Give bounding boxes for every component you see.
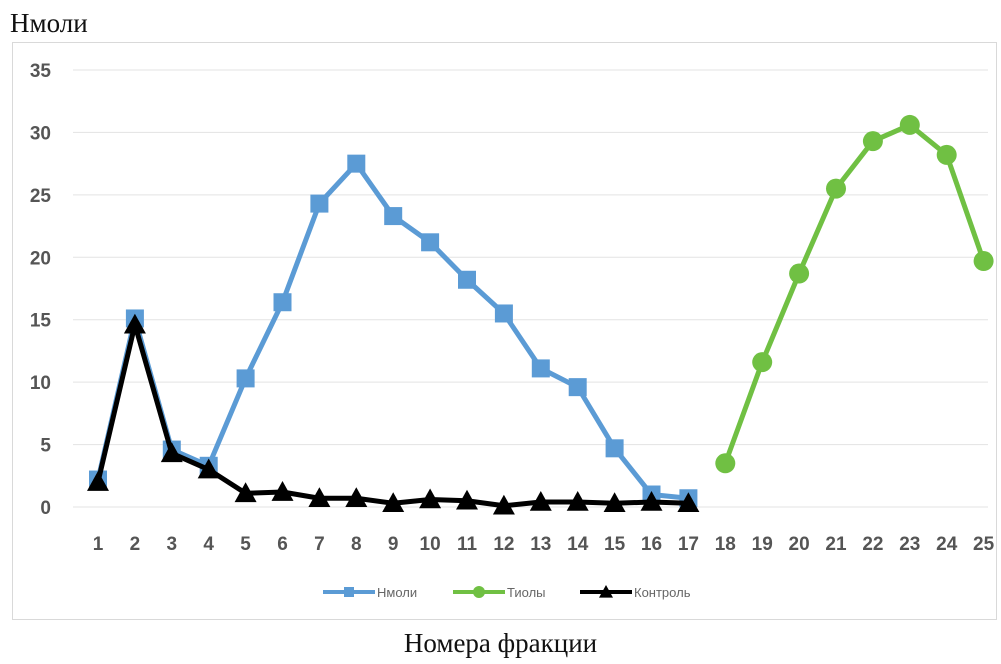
legend-label: Контроль: [634, 585, 691, 600]
data-point: [382, 492, 405, 513]
data-point: [568, 378, 587, 397]
x-tick-label: 7: [314, 534, 325, 555]
x-tick-label: 13: [530, 534, 551, 555]
series-2: [87, 313, 700, 515]
legend-swatch-marker: [344, 587, 354, 597]
x-tick-label: 9: [388, 534, 399, 555]
data-point: [197, 458, 220, 479]
x-tick-label: 6: [277, 534, 288, 555]
chart-area: 0 5 10 15 20 25 30 35 1 2 3 4 5 6 7 8 9 10 11 12 13 14 15 16 17…: [12, 42, 997, 620]
data-point: [87, 471, 109, 491]
data-point: [271, 481, 294, 501]
grid-lines: [73, 69, 988, 508]
data-point: [419, 488, 442, 509]
x-tick-label: 2: [130, 534, 141, 555]
x-tick-label: 10: [420, 534, 441, 555]
data-point: [310, 194, 329, 213]
data-point: [936, 144, 957, 165]
y-tick-label: 10: [30, 373, 51, 394]
x-tick-label: 8: [351, 534, 362, 555]
x-tick-label: 24: [936, 534, 958, 555]
data-point: [826, 178, 846, 199]
x-tick-label: 21: [825, 534, 847, 555]
data-point: [494, 304, 513, 323]
y-tick-label: 20: [30, 248, 51, 269]
data-point: [345, 487, 368, 508]
x-tick-label: 5: [240, 534, 251, 555]
data-point: [421, 233, 440, 252]
x-tick-label: 18: [715, 534, 736, 555]
x-tick-label: 23: [899, 534, 920, 555]
x-tick-label: 15: [604, 534, 626, 555]
x-tick-label: 3: [167, 534, 178, 555]
series-line: [95, 322, 689, 509]
x-tick-label: 16: [641, 534, 662, 555]
data-point: [789, 263, 810, 284]
x-tick-label: 1: [93, 534, 104, 555]
data-point: [160, 442, 183, 463]
data-point: [123, 313, 146, 334]
x-tick-label: 11: [457, 534, 478, 555]
x-axis-ticks: 1 2 3 4 5 6 7 8 9 10 11 12 13 14 15 16 17 18 19 20 21 22 23 24 2…: [93, 534, 995, 555]
data-point: [273, 293, 292, 312]
series-1: [715, 114, 994, 474]
data-point: [458, 270, 476, 289]
x-tick-label: 22: [862, 534, 883, 555]
legend-swatch-marker: [473, 586, 485, 598]
data-point: [677, 492, 700, 513]
data-point: [384, 207, 403, 226]
data-point: [605, 439, 624, 458]
data-point: [347, 154, 366, 173]
y-axis-ticks: 0 5 10 15 20 25 30 35: [30, 61, 52, 519]
x-tick-label: 19: [752, 534, 773, 555]
x-tick-label: 20: [789, 534, 810, 555]
x-tick-label: 4: [203, 534, 214, 555]
data-point: [899, 114, 920, 135]
data-point: [236, 369, 255, 388]
series-layer: [87, 114, 994, 515]
x-tick-label: 25: [973, 534, 995, 555]
series-line: [722, 122, 986, 465]
data-point: [456, 489, 478, 510]
legend-swatch-marker: [599, 585, 613, 598]
data-point: [715, 453, 736, 474]
data-point: [566, 491, 589, 511]
legend: Нмоли Тиолы Контроль: [323, 585, 691, 600]
y-tick-label: 25: [30, 186, 52, 207]
data-point: [752, 352, 773, 373]
x-tick-label: 14: [567, 534, 589, 555]
data-point: [862, 131, 883, 152]
legend-label: Нмоли: [377, 585, 417, 600]
y-tick-label: 0: [40, 498, 51, 519]
legend-label: Тиолы: [507, 585, 546, 600]
data-point: [531, 359, 550, 378]
x-tick-label: 12: [493, 534, 514, 555]
x-tick-label: 17: [678, 534, 699, 555]
data-point: [973, 251, 994, 272]
y-tick-label: 35: [30, 61, 52, 82]
y-axis-title: Нмоли: [10, 8, 88, 38]
y-tick-label: 30: [30, 123, 51, 144]
data-point: [529, 491, 552, 511]
y-tick-label: 5: [40, 436, 51, 457]
y-tick-label: 15: [30, 311, 52, 332]
x-axis-title: Номера фракции: [403, 628, 598, 658]
data-point: [308, 487, 331, 508]
data-point: [603, 492, 626, 513]
data-point: [234, 482, 257, 503]
data-point: [492, 494, 515, 515]
data-point: [640, 491, 663, 511]
